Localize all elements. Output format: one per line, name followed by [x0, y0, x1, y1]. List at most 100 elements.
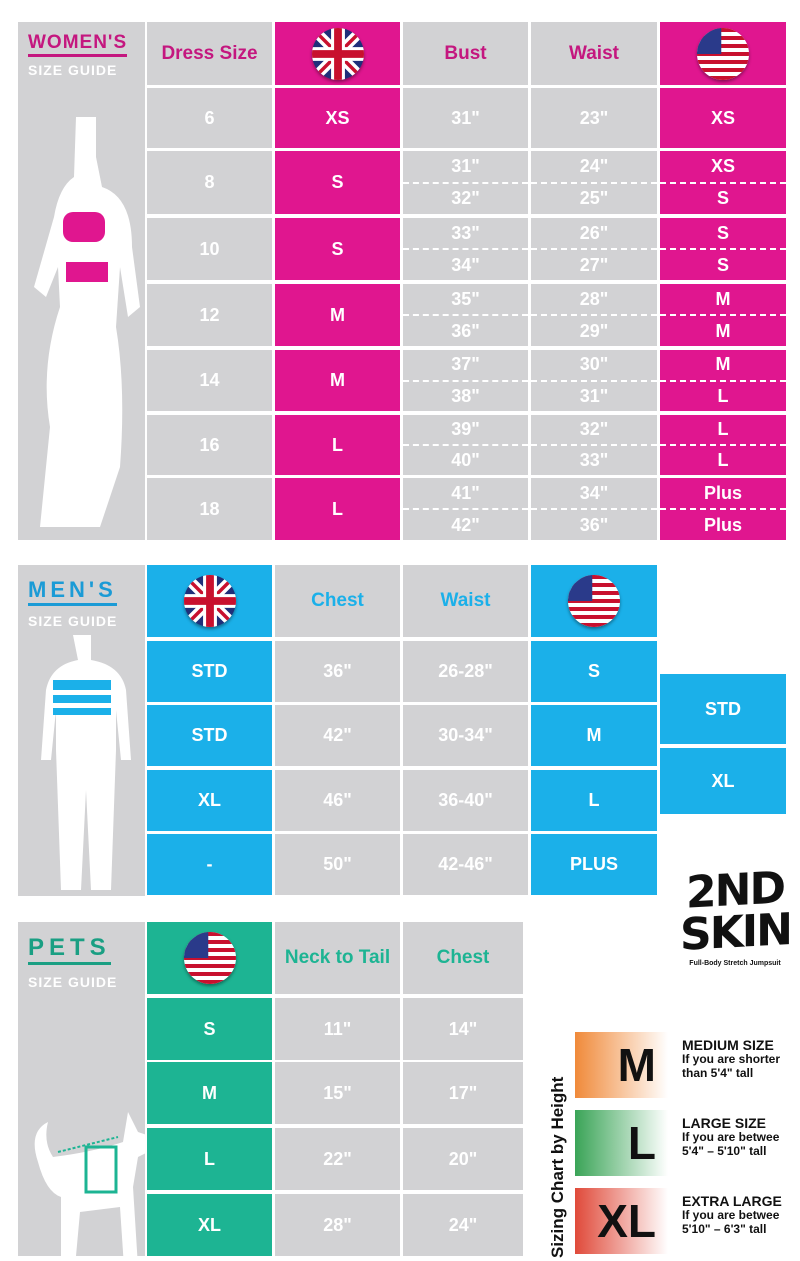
waist-value: 32" [579, 419, 609, 439]
dog-silhouette-icon [34, 1112, 145, 1256]
chest-cell: 14" [403, 998, 523, 1060]
us-size-value: M [715, 354, 731, 375]
height-size-badge: L [575, 1110, 668, 1176]
man-silhouette-icon [41, 635, 131, 890]
waist-value: 23" [579, 107, 609, 128]
header-uk [275, 22, 400, 85]
us-size-value: L [660, 444, 786, 475]
chest-cell: 50" [275, 834, 400, 895]
men-figure-panel: MEN'S SIZE GUIDE [18, 565, 145, 896]
us-size-value: Plus [703, 482, 742, 503]
chest-cell: 42" [275, 705, 400, 766]
waist-cell: 30" 31" [531, 350, 657, 411]
us-size-cell: M [147, 1062, 272, 1124]
size-label: EXTRA LARGE [682, 1193, 782, 1209]
extra-size-cell: STD [660, 674, 786, 744]
us-size-cell: XL [147, 1194, 272, 1256]
dress-size-cell: 16 [147, 415, 272, 475]
size-line1: If you are betwee [682, 1130, 780, 1144]
us-size-cell: XS S [660, 151, 786, 214]
women-title: WOMEN'S [28, 32, 128, 57]
header-neck-to-tail: Neck to Tail [275, 922, 400, 994]
header-uk [147, 565, 272, 637]
us-size-value: S [716, 222, 729, 243]
us-size-value: L [660, 379, 786, 412]
bust-value: 31" [451, 107, 480, 128]
waist-cell: 42-46" [403, 834, 528, 895]
header-us [147, 922, 272, 994]
us-size-value: M [660, 314, 786, 346]
us-size-cell: Plus Plus [660, 478, 786, 540]
uk-size-cell: M [275, 350, 400, 411]
uk-size-cell: S [275, 151, 400, 214]
waist-value: 30" [579, 354, 609, 375]
neck-cell: 15" [275, 1062, 400, 1124]
men-title: MEN'S [28, 577, 117, 606]
header-dress-size: Dress Size [147, 22, 272, 85]
waist-cell: 26" 27" [531, 218, 657, 280]
size-line2: 5'4" – 5'10" tall [682, 1144, 767, 1158]
uk-size-cell: M [275, 284, 400, 346]
extra-size-cell: XL [660, 748, 786, 814]
bust-value: 35" [451, 288, 480, 309]
dress-size-cell: 18 [147, 478, 272, 540]
uk-size-cell: XL [147, 770, 272, 831]
pets-figure-panel: PETS SIZE GUIDE [18, 922, 145, 1256]
waist-value: 33" [531, 444, 657, 475]
size-line1: If you are shorter [682, 1052, 781, 1066]
bust-value: 32" [403, 181, 528, 215]
us-size-cell: PLUS [531, 834, 657, 895]
header-chest: Chest [275, 565, 400, 637]
brand-logo: 2ND SKIN Full-Body Stretch Jumpsuit [680, 862, 791, 967]
waist-cell: 36-40" [403, 770, 528, 831]
us-size-value: S [660, 248, 786, 280]
us-size-cell: L [147, 1128, 272, 1190]
waist-cell: 30-34" [403, 705, 528, 766]
dress-size-cell: 14 [147, 350, 272, 411]
uk-flag-icon [183, 575, 236, 627]
bust-cell: 39" 40" [403, 415, 528, 475]
waist-value: 26" [579, 222, 609, 243]
uk-size-cell: - [147, 834, 272, 895]
bust-value: 36" [403, 314, 528, 346]
bust-cell: 31" [403, 88, 528, 148]
waist-value: 27" [531, 248, 657, 280]
bust-cell: 37" 38" [403, 350, 528, 411]
chest-cell: 36" [275, 641, 400, 702]
size-line2: than 5'4" tall [682, 1066, 754, 1080]
waist-value: 24" [579, 155, 609, 176]
women-subtitle: SIZE GUIDE [28, 62, 118, 78]
women-figure-panel: WOMEN'S SIZE GUIDE [18, 22, 145, 540]
waist-value: 36" [531, 508, 657, 540]
us-size-value: Plus [660, 508, 786, 540]
men-subtitle: SIZE GUIDE [28, 613, 118, 629]
us-flag-icon [568, 575, 620, 627]
dress-size-cell: 10 [147, 218, 272, 280]
bust-value: 39" [451, 419, 480, 439]
uk-size-cell: STD [147, 641, 272, 702]
height-size-description: MEDIUM SIZE If you are shorter than 5'4" t… [682, 1038, 780, 1080]
header-waist: Waist [531, 22, 657, 85]
us-size-cell: S [147, 998, 272, 1060]
us-size-cell: L [531, 770, 657, 831]
chest-cell: 24" [403, 1194, 523, 1256]
us-size-value: XS [710, 107, 735, 128]
height-size-description: LARGE SIZE If you are betwee 5'4" – 5'10" … [682, 1116, 779, 1158]
waist-value: 34" [579, 482, 609, 503]
neck-cell: 22" [275, 1128, 400, 1190]
waist-value: 25" [531, 181, 657, 215]
waist-cell: 28" 29" [531, 284, 657, 346]
neck-cell: 28" [275, 1194, 400, 1256]
header-chest: Chest [403, 922, 523, 994]
height-size-badge: XL [575, 1188, 668, 1254]
uk-size-cell: L [275, 478, 400, 540]
us-size-value: S [660, 181, 786, 215]
woman-silhouette-icon [34, 117, 140, 527]
dress-size-cell: 12 [147, 284, 272, 346]
bust-value: 41" [451, 482, 480, 503]
header-us [531, 565, 657, 637]
uk-size-cell: STD [147, 705, 272, 766]
